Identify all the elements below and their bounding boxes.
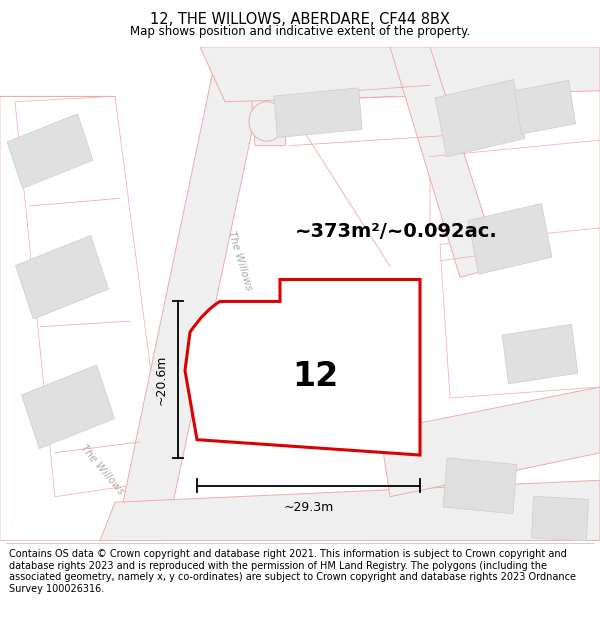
Polygon shape: [440, 228, 600, 398]
Polygon shape: [502, 324, 578, 384]
Polygon shape: [443, 458, 517, 514]
Polygon shape: [274, 88, 362, 138]
Text: ~20.6m: ~20.6m: [155, 355, 168, 405]
Text: ~29.3m: ~29.3m: [283, 501, 334, 514]
Text: Map shows position and indicative extent of the property.: Map shows position and indicative extent…: [130, 26, 470, 39]
Polygon shape: [22, 365, 115, 449]
Polygon shape: [115, 47, 270, 541]
Polygon shape: [7, 114, 93, 188]
Polygon shape: [16, 236, 109, 319]
Text: 12: 12: [292, 359, 338, 392]
Polygon shape: [435, 79, 525, 157]
Polygon shape: [200, 47, 600, 102]
Polygon shape: [514, 81, 575, 134]
Circle shape: [249, 102, 285, 141]
Text: 12, THE WILLOWS, ABERDARE, CF44 8BX: 12, THE WILLOWS, ABERDARE, CF44 8BX: [150, 12, 450, 27]
PathPatch shape: [185, 279, 420, 455]
Polygon shape: [248, 47, 295, 146]
Polygon shape: [380, 387, 600, 497]
Polygon shape: [370, 448, 600, 541]
Text: Contains OS data © Crown copyright and database right 2021. This information is : Contains OS data © Crown copyright and d…: [9, 549, 576, 594]
Polygon shape: [390, 47, 500, 278]
Polygon shape: [430, 63, 600, 278]
Text: The Willows: The Willows: [226, 230, 254, 292]
Polygon shape: [0, 96, 165, 541]
Text: The Willows: The Willows: [79, 442, 125, 496]
Polygon shape: [100, 480, 600, 541]
Polygon shape: [15, 96, 165, 497]
Polygon shape: [532, 496, 589, 541]
Text: ~373m²/~0.092ac.: ~373m²/~0.092ac.: [295, 222, 498, 241]
Polygon shape: [468, 204, 552, 274]
